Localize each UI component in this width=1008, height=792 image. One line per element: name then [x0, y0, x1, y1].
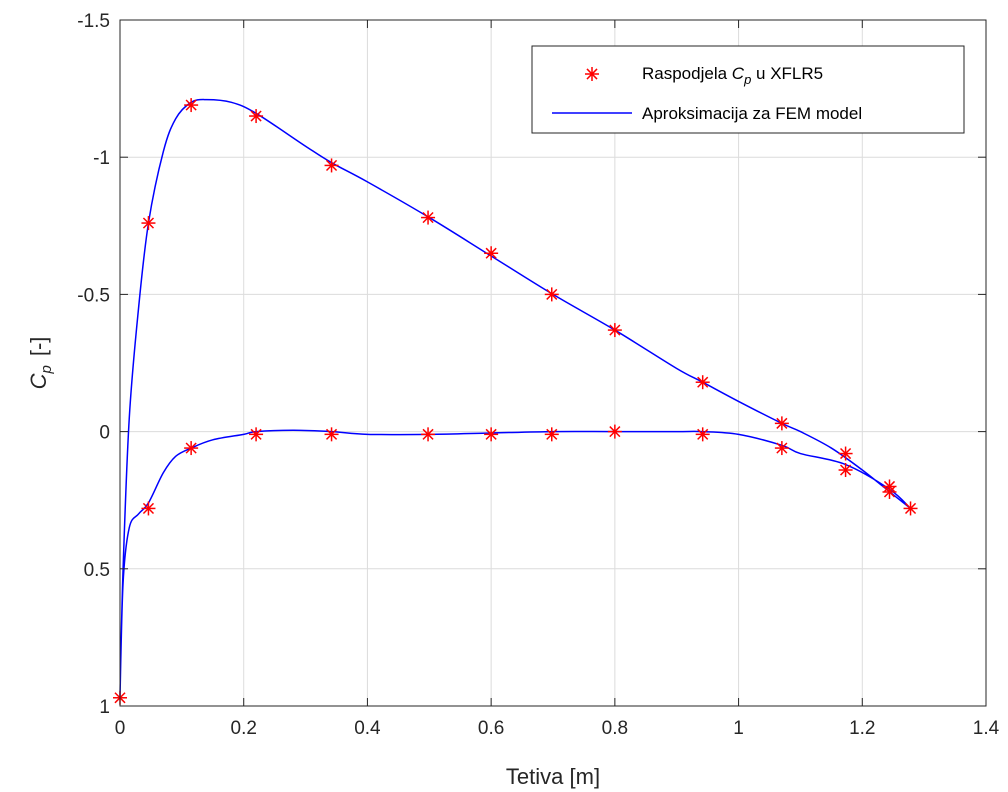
data-point — [585, 67, 599, 81]
data-point — [249, 427, 264, 442]
asterisk-stroke — [840, 447, 852, 460]
y-axis-label-main: C — [26, 373, 51, 389]
asterisk-stroke — [883, 480, 896, 493]
asterisk-stroke — [776, 417, 788, 429]
x-tick-label: 0.6 — [478, 718, 504, 739]
data-point — [607, 424, 622, 439]
asterisk-stroke — [422, 428, 434, 440]
data-point — [838, 463, 853, 478]
plot-frame — [119, 19, 987, 707]
legend-entry-xflr5: Raspodjela Cp u XFLR5 — [642, 64, 823, 87]
asterisk-stroke — [586, 68, 598, 80]
asterisk-stroke — [485, 428, 497, 440]
x-tick-label: 0.8 — [602, 718, 628, 739]
legend-entry-fem: Aproksimacija za FEM model — [642, 104, 862, 123]
legend-marker-markers — [585, 67, 599, 81]
asterisk-stroke — [325, 428, 338, 440]
x-tick-label: 0 — [115, 718, 126, 739]
data-point — [324, 158, 339, 173]
data-point — [774, 441, 789, 456]
x-tick-label: 1 — [733, 718, 744, 739]
asterisk-stroke — [904, 502, 917, 515]
asterisk-stroke — [697, 428, 709, 440]
x-axis-label: Tetiva [m] — [506, 764, 600, 789]
asterisk-stroke — [697, 376, 709, 388]
data-point — [882, 479, 897, 494]
asterisk-stroke — [185, 99, 197, 111]
legend-box — [531, 45, 965, 134]
data-point — [484, 427, 499, 442]
plot-background — [120, 20, 986, 706]
asterisk-stroke — [185, 442, 197, 454]
data-point — [421, 210, 436, 225]
data-point — [838, 446, 853, 461]
asterisk-stroke — [609, 426, 621, 438]
asterisk-stroke — [609, 324, 621, 336]
y-axis-label-sub: p — [38, 365, 55, 374]
ticks: 0 0.2 0.4 0.6 0.8 1 1.2 1.4 -1.5 -1 -0.5 0 0.5 1 — [77, 11, 999, 739]
y-axis-label: Cp [-] — [26, 337, 55, 390]
legend-entry-xflr5-sub: p — [743, 72, 751, 87]
asterisk-stroke — [546, 428, 558, 440]
y-tick-label: -1 — [93, 148, 110, 169]
data-point — [903, 501, 918, 516]
x-tick-label: 1.4 — [973, 718, 1000, 739]
data-point — [544, 287, 559, 302]
y-tick-label: 0.5 — [84, 560, 110, 581]
y-tick-label: -0.5 — [77, 285, 110, 306]
y-tick-label: 0 — [99, 423, 110, 444]
data-point — [695, 375, 710, 390]
asterisk-stroke — [485, 247, 497, 259]
asterisk-stroke — [546, 288, 558, 300]
data-point — [324, 427, 339, 442]
data-point — [184, 441, 199, 456]
asterisk-stroke — [250, 428, 262, 440]
data-point — [695, 427, 710, 442]
x-tick-label: 0.2 — [231, 718, 257, 739]
asterisk-stroke — [776, 442, 788, 454]
data-point — [774, 416, 789, 431]
y-tick-label: 1 — [99, 697, 110, 718]
y-tick-label: -1.5 — [77, 11, 110, 32]
data-point — [484, 246, 499, 261]
asterisk-stroke — [142, 217, 155, 229]
legend-entry-xflr5-main: C — [732, 64, 745, 83]
data-point — [141, 501, 156, 516]
asterisk-stroke — [142, 502, 155, 515]
data-point — [607, 323, 622, 338]
asterisk-stroke — [325, 159, 338, 172]
legend-entry-xflr5-pre: Raspodjela — [642, 64, 732, 83]
x-tick-label: 0.4 — [354, 718, 381, 739]
legend-entry-xflr5-post: u XFLR5 — [751, 64, 823, 83]
data-point — [544, 427, 559, 442]
asterisk-stroke — [250, 110, 262, 122]
data-point — [141, 216, 156, 231]
svg-text:Cp[-]: Cp [-] — [26, 337, 55, 390]
x-tick-label: 1.2 — [849, 718, 875, 739]
asterisk-stroke — [840, 464, 852, 476]
series-markers-xflr5 — [113, 98, 918, 705]
data-point — [184, 98, 199, 113]
legend: Raspodjela Cp u XFLR5 Aproksimacija za F… — [531, 45, 965, 134]
asterisk-stroke — [422, 211, 434, 224]
data-point — [421, 427, 436, 442]
y-axis-label-suffix: [-] — [26, 337, 51, 357]
data-point — [249, 109, 264, 124]
